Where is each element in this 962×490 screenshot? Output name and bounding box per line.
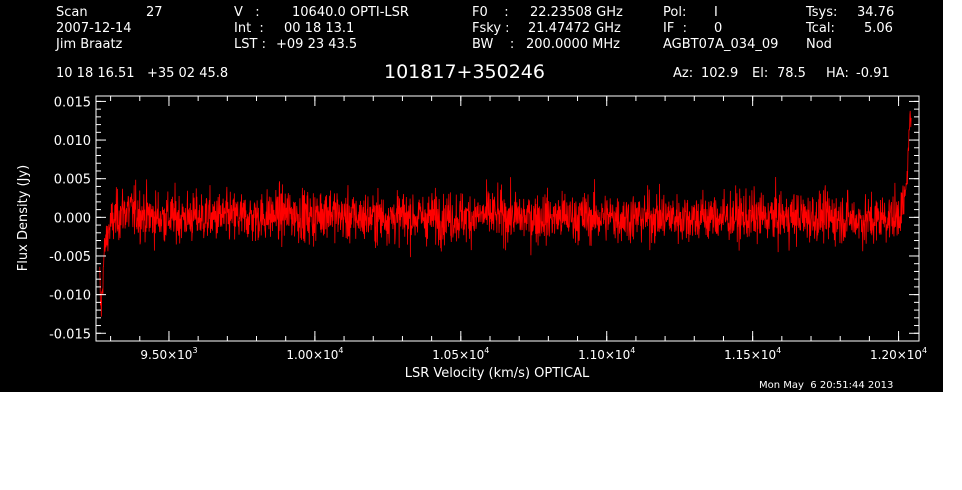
tsys-value: 34.76 xyxy=(857,5,895,20)
el-value: 78.5 xyxy=(777,66,806,81)
plot-panel: Scan 27 2007-12-14 Jim Braatz V : 10640.… xyxy=(0,0,943,392)
y-tick-label: 0.010 xyxy=(54,134,91,149)
source-coords: 10 18 16.51 +35 02 45.8 xyxy=(56,66,229,81)
source-name: 101817+350246 xyxy=(384,61,545,83)
ha-value: -0.91 xyxy=(856,66,890,81)
tcal-label: Tcal: xyxy=(806,21,835,36)
az-value: 102.9 xyxy=(701,66,739,81)
timestamp: Mon May 6 20:51:44 2013 xyxy=(759,380,894,391)
el-label: El: xyxy=(752,66,769,81)
velocity-value: 10640.0 OPTI-LSR xyxy=(292,5,409,20)
int-label: Int : xyxy=(234,21,264,36)
tcal-value: 5.06 xyxy=(864,21,893,36)
y-tick-label: -0.015 xyxy=(49,327,91,342)
proc-name: Nod xyxy=(806,37,832,52)
y-tick-label: -0.010 xyxy=(49,289,91,304)
obs-date: 2007-12-14 xyxy=(56,21,132,36)
ha-label: HA: xyxy=(826,66,849,81)
if-value: 0 xyxy=(714,21,723,36)
pol-label: Pol: xyxy=(663,5,687,20)
x-tick-label: 1.05×104 xyxy=(432,346,489,362)
y-tick-label: 0.015 xyxy=(54,95,91,110)
x-tick-label: 1.00×104 xyxy=(286,346,343,362)
plot-frame xyxy=(95,95,920,342)
lst-value: +09 23 43.5 xyxy=(276,37,358,52)
az-label: Az: xyxy=(673,66,694,81)
scan-value: 27 xyxy=(146,5,163,20)
pol-value: I xyxy=(714,5,718,20)
y-tick-label: 0.005 xyxy=(54,173,91,188)
tsys-label: Tsys: xyxy=(806,5,838,20)
x-tick-label: 1.10×104 xyxy=(578,346,635,362)
x-tick-label: 9.50×103 xyxy=(140,346,197,362)
series-layer xyxy=(99,110,912,317)
y-tick-label: -0.005 xyxy=(49,250,91,265)
bw-value: 200.0000 MHz xyxy=(526,37,620,52)
axis-layer: 0.015 0.010 0.005 0.000 -0.005 -0.010 -0.015 9.… xyxy=(49,95,927,362)
lst-label: LST : xyxy=(234,37,271,52)
f0-label: F0 : xyxy=(472,5,509,20)
spectrum-line xyxy=(99,110,912,317)
if-label: IF : xyxy=(663,21,687,36)
scan-label: Scan xyxy=(56,5,88,20)
x-tick-label: 1.20×104 xyxy=(870,346,927,362)
y-tick-label: 0.000 xyxy=(54,211,91,226)
x-tick-label: 1.15×104 xyxy=(724,346,781,362)
fsky-value: 21.47472 GHz xyxy=(528,21,621,36)
x-axis-label: LSR Velocity (km/s) OPTICAL xyxy=(405,366,590,381)
velocity-label: V : xyxy=(234,5,260,20)
y-axis-label: Flux Density (Jy) xyxy=(16,165,31,271)
f0-value: 22.23508 GHz xyxy=(530,5,623,20)
spectrum-chart: 0.015 0.010 0.005 0.000 -0.005 -0.010 -0.015 9.… xyxy=(16,95,927,381)
fsky-label: Fsky : xyxy=(472,21,510,36)
observer-name: Jim Braatz xyxy=(56,37,123,52)
bw-label: BW : xyxy=(472,37,515,52)
int-value: 00 18 13.1 xyxy=(284,21,355,36)
project-id: AGBT07A_034_09 xyxy=(663,37,779,52)
